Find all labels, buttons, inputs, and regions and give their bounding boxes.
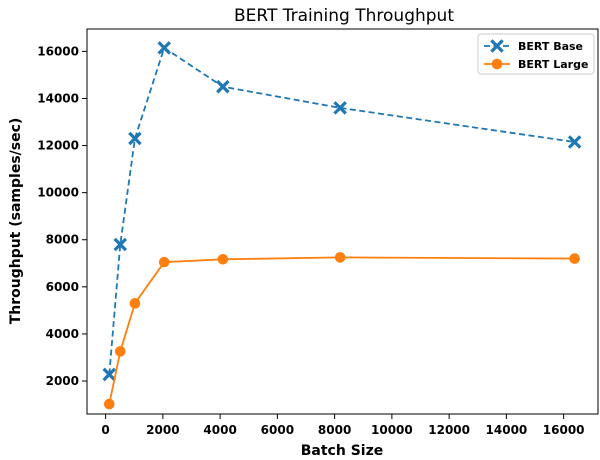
data-point — [567, 135, 582, 149]
data-point — [569, 253, 580, 264]
series-line — [108, 46, 575, 375]
data-point — [333, 101, 347, 115]
legend: BERT Base BERT Large — [477, 33, 595, 75]
series-bert-base — [102, 41, 582, 382]
data-point — [157, 41, 171, 55]
y-tick-label: 10000 — [37, 186, 79, 200]
data-point — [102, 367, 117, 382]
data-point — [129, 298, 141, 309]
y-tick-label: 8000 — [46, 233, 79, 247]
legend-label: BERT Large — [518, 58, 588, 71]
y-tick-label: 16000 — [37, 44, 79, 58]
x-tick-label: 6000 — [261, 423, 294, 437]
x-tick-label: 12000 — [428, 423, 470, 437]
x-tick-label: 0 — [101, 423, 109, 437]
data-point — [158, 256, 170, 268]
series-bert-large — [103, 252, 580, 410]
plot-area — [86, 28, 599, 415]
x-axis: 0 2000 4000 6000 8000 10000 12000 14000 16000 — [101, 414, 585, 437]
y-tick-label: 2000 — [46, 374, 79, 388]
legend-marker — [490, 39, 504, 53]
y-tick-label: 6000 — [46, 280, 79, 294]
y-axis-label: Throughput (samples/sec) — [8, 118, 24, 325]
x-tick-label: 2000 — [146, 423, 179, 437]
y-tick-label: 14000 — [37, 91, 79, 105]
x-tick-label: 4000 — [203, 423, 236, 437]
series-layer — [102, 41, 582, 410]
x-tick-label: 14000 — [486, 423, 528, 437]
legend-item: BERT Base — [484, 39, 583, 53]
legend-item: BERT Large — [484, 58, 588, 71]
y-tick-label: 12000 — [37, 139, 79, 153]
x-tick-label: 8000 — [318, 423, 351, 437]
plot-frame — [86, 28, 599, 415]
data-point — [217, 253, 229, 265]
x-tick-label: 10000 — [371, 423, 413, 437]
x-axis-label: Batch Size — [301, 443, 383, 459]
data-point — [334, 252, 346, 263]
data-point — [128, 131, 142, 146]
legend-marker — [491, 58, 503, 70]
series-line — [108, 256, 575, 405]
data-point — [216, 79, 230, 94]
y-axis: 2000 4000 6000 8000 10000 12000 14000 16000 — [37, 44, 87, 388]
x-tick-label: 16000 — [543, 423, 585, 437]
data-point — [114, 346, 126, 357]
data-point — [113, 237, 128, 252]
y-tick-label: 4000 — [46, 327, 79, 341]
legend-label: BERT Base — [518, 40, 583, 53]
chart-title: BERT Training Throughput — [234, 6, 454, 26]
data-point — [103, 398, 115, 410]
